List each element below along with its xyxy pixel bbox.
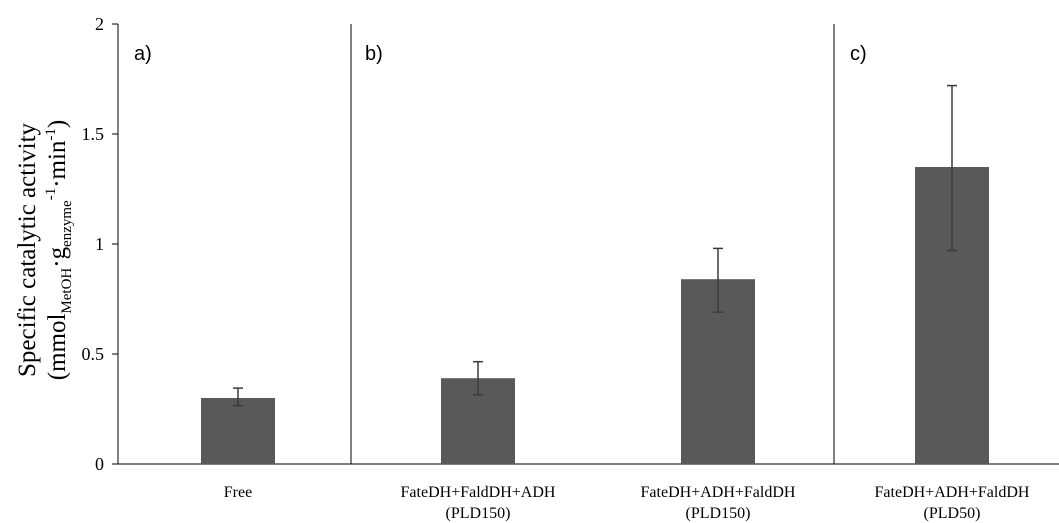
y-axis-title-line2: (mmolMetOH·genzyme-1·min-1) [43, 120, 75, 381]
x-category-label: FateDH+ADH+FaldDH [641, 484, 796, 501]
bar [201, 398, 275, 464]
y-axis-title-mid: ·g [44, 246, 71, 267]
x-category-label: FateDH+FaldDH+ADH [401, 484, 556, 501]
y-axis-title-line1: Specific catalytic activity [14, 122, 41, 377]
y-axis-title-prefix: (mmol [44, 314, 71, 381]
panel-label: b) [365, 43, 383, 65]
y-axis-title-mid2: ·min [44, 140, 71, 188]
y-axis-title-sup1: -1 [43, 188, 59, 201]
y-tick-label: 0 [95, 454, 104, 474]
y-tick-label: 2 [95, 14, 104, 34]
x-category-label-line2: (PLD50) [924, 505, 981, 522]
panel-label: c) [850, 43, 867, 65]
y-axis-title-suffix: ) [44, 120, 71, 128]
y-tick-label: 1.5 [82, 124, 105, 144]
x-category-label: Free [224, 484, 252, 501]
plot-area: 0 0.5 1 1.5 2 a) b) c) Free FateDH+FaldDH+ADH (PLD… [82, 14, 1059, 522]
y-axis-title-sup2: -1 [43, 128, 59, 141]
x-category-label: FateDH+ADH+FaldDH [875, 484, 1030, 501]
x-category-label-line2: (PLD150) [446, 505, 511, 522]
x-category-label-line2: (PLD150) [686, 505, 751, 522]
panel-label: a) [134, 43, 152, 65]
y-axis-title-sub-enzyme: enzyme [59, 200, 75, 247]
y-axis-title-sub-metoh: MetOH [59, 268, 75, 314]
y-tick-label: 0.5 [82, 344, 105, 364]
y-tick-label: 1 [95, 234, 104, 254]
y-axis-title: Specific catalytic activity (mmolMetOH·g… [14, 120, 75, 381]
